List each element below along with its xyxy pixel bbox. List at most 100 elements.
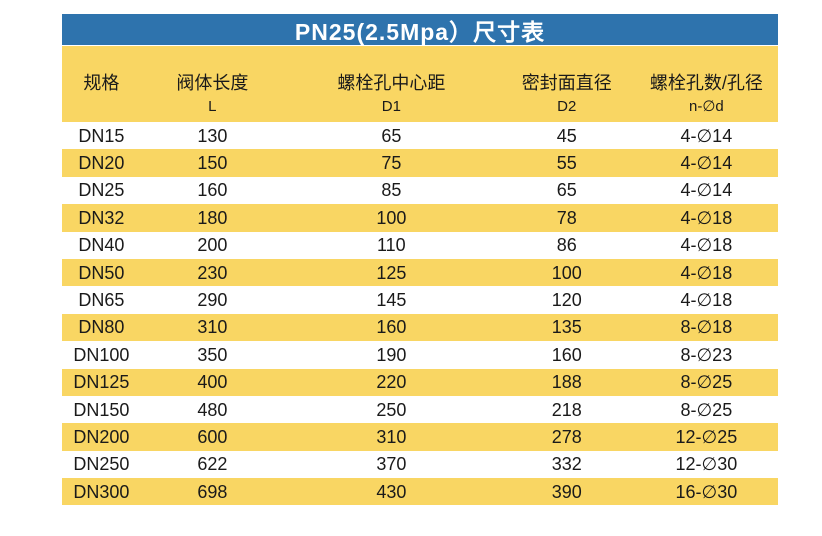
cell-value: 100 — [551, 262, 582, 283]
cell-value: 150 — [197, 153, 228, 174]
table-row: DN80 310 160 135 8-∅18 — [62, 313, 778, 342]
cell-value: 230 — [197, 262, 228, 283]
dimension-table: PN25(2.5Mpa）尺寸表 规格 阀体长度 L 螺栓孔中心距 D1 密封面直径 D2 螺栓… — [62, 14, 778, 506]
column-header-symbol: D2 — [557, 98, 577, 115]
cell-value: 16-∅30 — [675, 481, 738, 502]
cell-value: 100 — [376, 207, 407, 228]
cell-value: 4-∅18 — [680, 290, 733, 311]
cell-value: 4-∅18 — [680, 207, 733, 228]
cell-value: 370 — [376, 454, 407, 475]
cell-value: 55 — [556, 153, 577, 174]
cell-value: 350 — [197, 344, 228, 365]
cell-value: 8-∅18 — [680, 317, 733, 338]
cell-value: 125 — [376, 262, 407, 283]
cell-value: 75 — [381, 153, 402, 174]
cell-spec: DN50 — [78, 262, 125, 283]
cell-value: 390 — [551, 481, 582, 502]
cell-value: 332 — [551, 454, 582, 475]
cell-spec: DN32 — [78, 207, 125, 228]
table-row: DN15 130 65 45 4-∅14 — [62, 122, 778, 150]
cell-value: 8-∅23 — [680, 344, 733, 365]
table-row: DN65 290 145 120 4-∅18 — [62, 286, 778, 314]
table-row: DN300 698 430 390 16-∅30 — [62, 478, 778, 506]
cell-value: 290 — [197, 290, 228, 311]
cell-value: 110 — [376, 235, 406, 256]
table-row: DN100 350 190 160 8-∅23 — [62, 341, 778, 369]
cell-value: 85 — [381, 180, 402, 201]
column-header-symbol: L — [208, 98, 217, 115]
cell-value: 4-∅14 — [680, 125, 733, 146]
cell-value: 8-∅25 — [680, 399, 733, 420]
cell-value: 400 — [197, 372, 228, 393]
cell-value: 65 — [556, 180, 577, 201]
cell-value: 4-∅14 — [680, 180, 733, 201]
cell-spec: DN125 — [73, 372, 130, 393]
column-header-symbol: D1 — [381, 98, 401, 115]
table-row: DN250 622 370 332 12-∅30 — [62, 450, 778, 479]
cell-value: 12-∅25 — [675, 426, 738, 447]
column-header-symbol — [62, 97, 141, 117]
cell-spec: DN300 — [73, 481, 130, 502]
cell-value: 78 — [556, 207, 577, 228]
column-header: 密封面直径 D2 — [499, 71, 635, 117]
cell-spec: DN200 — [73, 426, 130, 447]
cell-spec: DN65 — [78, 290, 125, 311]
cell-value: 8-∅25 — [680, 372, 733, 393]
cell-value: 622 — [197, 454, 228, 475]
cell-value: 120 — [551, 290, 582, 311]
table-row: DN25 160 85 65 4-∅14 — [62, 176, 778, 205]
cell-value: 180 — [197, 207, 228, 228]
cell-value: 130 — [197, 125, 228, 146]
cell-value: 4-∅14 — [680, 153, 733, 174]
column-header-label: 螺栓孔数/孔径 — [649, 73, 763, 93]
column-header-label: 阀体长度 — [176, 73, 249, 93]
cell-value: 310 — [376, 426, 407, 447]
table-row: DN200 600 310 278 12-∅25 — [62, 423, 778, 451]
cell-value: 698 — [197, 481, 228, 502]
cell-value: 278 — [551, 426, 582, 447]
cell-value: 4-∅18 — [680, 235, 733, 256]
cell-value: 200 — [197, 235, 228, 256]
table-title-bar: PN25(2.5Mpa）尺寸表 — [62, 14, 778, 45]
cell-spec: DN80 — [78, 317, 125, 338]
cell-spec: DN25 — [78, 180, 125, 201]
cell-value: 4-∅18 — [680, 262, 733, 283]
cell-value: 12-∅30 — [675, 454, 738, 475]
cell-value: 220 — [376, 372, 407, 393]
cell-spec: DN40 — [78, 235, 125, 256]
cell-spec: DN15 — [78, 125, 125, 146]
table-row: DN40 200 110 86 4-∅18 — [62, 231, 778, 259]
cell-value: 430 — [376, 481, 407, 502]
cell-value: 600 — [197, 426, 228, 447]
column-header: 螺栓孔数/孔径 n-∅d — [635, 71, 778, 117]
cell-spec: DN20 — [78, 153, 125, 174]
column-header: 阀体长度 L — [141, 71, 284, 117]
cell-value: 145 — [376, 290, 407, 311]
cell-value: 160 — [197, 180, 228, 201]
table-row: DN150 480 250 218 8-∅25 — [62, 395, 778, 424]
column-header: 规格 — [62, 71, 141, 117]
cell-value: 160 — [551, 344, 582, 365]
table-row: DN20 150 75 55 4-∅14 — [62, 149, 778, 177]
cell-value: 188 — [551, 372, 582, 393]
cell-spec: DN100 — [73, 344, 130, 365]
table-header-row: 规格 阀体长度 L 螺栓孔中心距 D1 密封面直径 D2 螺栓孔数/孔径 n-∅d — [62, 46, 778, 122]
table-row: DN50 230 125 100 4-∅18 — [62, 258, 778, 287]
column-header-label: 密封面直径 — [521, 73, 612, 93]
cell-value: 190 — [376, 344, 407, 365]
cell-value: 480 — [197, 399, 228, 420]
cell-spec: DN150 — [73, 399, 130, 420]
cell-value: 135 — [551, 317, 582, 338]
column-header-label: 规格 — [83, 73, 120, 93]
cell-value: 45 — [556, 125, 577, 146]
table-row: DN125 400 220 188 8-∅25 — [62, 368, 778, 396]
cell-value: 160 — [376, 317, 407, 338]
column-header-label: 螺栓孔中心距 — [337, 73, 446, 93]
table-row: DN32 180 100 78 4-∅18 — [62, 204, 778, 232]
cell-value: 310 — [197, 317, 228, 338]
column-header: 螺栓孔中心距 D1 — [284, 71, 499, 117]
column-header-symbol: n-∅d — [688, 98, 724, 115]
cell-value: 65 — [381, 125, 402, 146]
table-body: DN15 130 65 45 4-∅14 DN20 150 75 55 4-∅14 DN25 160 8… — [62, 122, 778, 506]
cell-spec: DN250 — [73, 454, 130, 475]
